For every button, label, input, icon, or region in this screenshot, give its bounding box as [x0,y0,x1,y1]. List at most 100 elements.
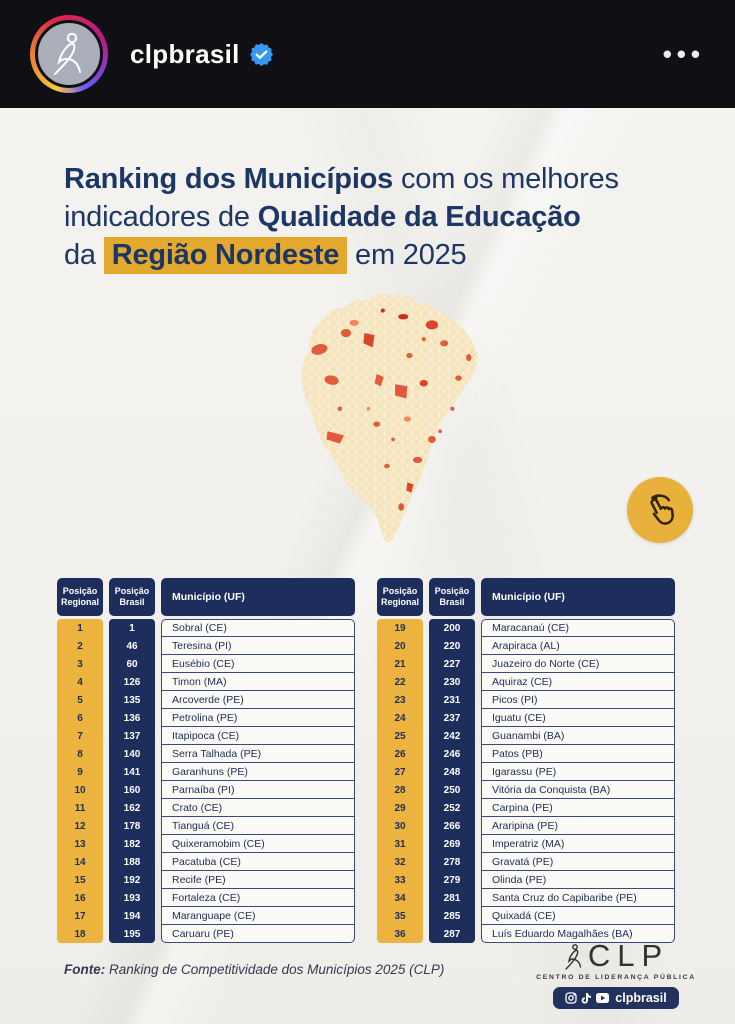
table-cell-brasil: 182 [123,838,141,850]
table-cell-regional: 18 [74,928,86,940]
title-highlight: Região Nordeste [103,237,348,274]
table-cell-regional: 35 [394,910,406,922]
table-cell-brasil: 230 [443,676,461,688]
table-cell-brasil: 160 [123,784,141,796]
infographic-title: Ranking dos Municípios com os melhores i… [64,160,619,274]
table-cell-municipio: Serra Talhada (PE) [161,745,355,763]
source-label: Fonte: [64,962,106,977]
table-cell-municipio: Santa Cruz do Capibaribe (PE) [481,889,675,907]
table-cell-brasil: 269 [443,838,461,850]
swipe-hint-button[interactable] [627,477,693,543]
instagram-post-header: clpbrasil ••• [0,0,735,108]
table-cell-municipio: Tianguá (CE) [161,817,355,835]
clp-logo-text: CLP [587,938,670,973]
table-cell-municipio: Itapipoca (CE) [161,727,355,745]
table-cell-regional: 25 [394,730,406,742]
table-cell-regional: 36 [394,928,406,940]
clp-logo-figure-icon [54,32,81,75]
table-cell-regional: 29 [394,802,406,814]
table-cell-brasil: 231 [443,694,461,706]
table-cell-brasil: 46 [126,640,138,652]
table-cell-brasil: 137 [123,730,141,742]
table-cell-brasil: 195 [123,928,141,940]
title-line-2: indicadores de Qualidade da Educação [64,201,581,233]
table-cell-brasil: 220 [443,640,461,652]
column-header-municipio: Município (UF) [161,578,355,616]
table-cell-regional: 19 [394,622,406,634]
table-cell-regional: 34 [394,892,406,904]
clp-logo-subtitle: CENTRO DE LIDERANÇA PÚBLICA [536,974,696,981]
table-cell-brasil: 126 [123,676,141,688]
table-cell-brasil: 200 [443,622,461,634]
table-cell-municipio: Iguatu (CE) [481,709,675,727]
social-icons [565,992,610,1004]
table-cell-municipio: Olinda (PE) [481,871,675,889]
table-cell-brasil: 162 [123,802,141,814]
table-cell-regional: 22 [394,676,406,688]
table-cell-municipio: Teresina (PI) [161,637,355,655]
table-cell-municipio: Luís Eduardo Magalhães (BA) [481,925,675,943]
table-cell-brasil: 246 [443,748,461,760]
table-cell-brasil: 287 [443,928,461,940]
profile-username[interactable]: clpbrasil [130,38,240,69]
column-municipio: Sobral (CE) Teresina (PI) Eusébio (CE) Timo… [161,619,355,943]
northeast-region-map [278,286,504,552]
swipe-tap-hand-icon [650,494,674,525]
table-cell-regional: 3 [77,658,83,670]
table-cell-regional: 27 [394,766,406,778]
table-cell-brasil: 281 [443,892,461,904]
table-cell-brasil: 242 [443,730,461,742]
column-header-posicao-brasil: Posição Brasil [429,578,475,616]
table-cell-brasil: 1 [129,622,135,634]
table-cell-municipio: Crato (CE) [161,799,355,817]
table-cell-municipio: Maracanaú (CE) [481,619,675,637]
table-cell-municipio: Eusébio (CE) [161,655,355,673]
map-highlight-spots [311,308,472,511]
table-cell-regional: 31 [394,838,406,850]
table-cell-municipio: Petrolina (PE) [161,709,355,727]
table-cell-regional: 32 [394,856,406,868]
table-cell-regional: 16 [74,892,86,904]
table-cell-regional: 10 [74,784,86,796]
table-cell-municipio: Igarassu (PE) [481,763,675,781]
table-cell-brasil: 250 [443,784,461,796]
table-cell-municipio: Arapiraca (AL) [481,637,675,655]
table-cell-regional: 14 [74,856,86,868]
table-cell-regional: 5 [77,694,83,706]
table-cell-municipio: Recife (PE) [161,871,355,889]
source-note: Fonte: Ranking de Competitividade dos Mu… [64,962,444,977]
table-cell-municipio: Quixeramobim (CE) [161,835,355,853]
table-cell-brasil: 279 [443,874,461,886]
table-cell-municipio: Guanambi (BA) [481,727,675,745]
table-cell-municipio: Vitória da Conquista (BA) [481,781,675,799]
column-header-posicao-regional: Posição Regional [377,578,423,616]
table-cell-brasil: 194 [123,910,141,922]
table-cell-regional: 12 [74,820,86,832]
table-cell-brasil: 237 [443,712,461,724]
table-cell-municipio: Imperatriz (MA) [481,835,675,853]
youtube-icon [596,993,610,1003]
table-cell-brasil: 266 [443,820,461,832]
table-cell-regional: 13 [74,838,86,850]
table-cell-municipio: Pacatuba (CE) [161,853,355,871]
table-cell-municipio: Patos (PB) [481,745,675,763]
source-text: Ranking de Competitividade dos Município… [105,962,445,977]
table-cell-regional: 11 [74,802,86,814]
table-cell-municipio: Quixadá (CE) [481,907,675,925]
table-cell-regional: 21 [394,658,406,670]
column-municipio: Maracanaú (CE) Arapiraca (AL) Juazeiro do … [481,619,675,943]
tiktok-icon [581,993,592,1004]
table-cell-brasil: 140 [123,748,141,760]
avatar[interactable] [30,15,108,93]
table-cell-municipio: Garanhuns (PE) [161,763,355,781]
table-cell-regional: 30 [394,820,406,832]
post-image: Ranking dos Municípios com os melhores i… [0,108,735,1024]
clp-avatar-logo [35,20,103,88]
table-cell-brasil: 188 [123,856,141,868]
table-cell-municipio: Arcoverde (PE) [161,691,355,709]
column-posicao-regional: 19 20 21 22 23 24 25 26 27 28 29 30 31 32 33 34 35 36 [377,619,423,943]
column-posicao-regional: 1 2 3 4 5 6 7 8 9 10 11 12 13 14 15 16 17 18 [57,619,103,943]
table-cell-brasil: 136 [123,712,141,724]
table-cell-regional: 33 [394,874,406,886]
table-cell-regional: 4 [77,676,83,688]
